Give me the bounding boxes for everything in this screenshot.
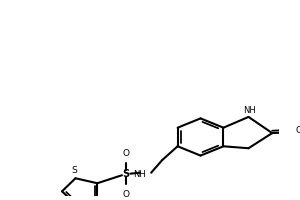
Text: O: O (123, 190, 130, 199)
Text: O: O (123, 149, 130, 158)
Text: NH: NH (133, 170, 146, 179)
Text: O: O (296, 126, 300, 135)
Text: S: S (122, 169, 130, 179)
Text: S: S (71, 166, 77, 175)
Text: NH: NH (244, 106, 256, 115)
